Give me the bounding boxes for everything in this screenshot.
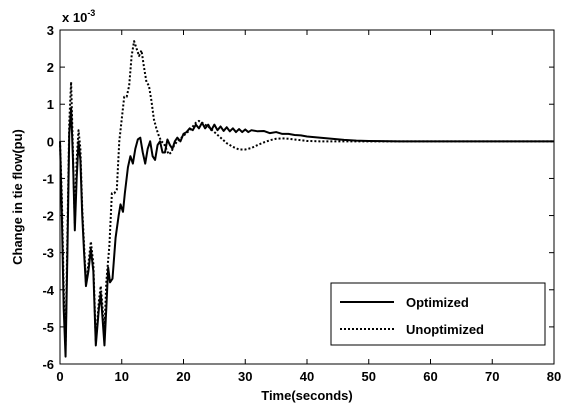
x-tick-label: 80	[547, 369, 561, 384]
axis-multiplier-exponent: -3	[87, 8, 95, 18]
legend-box	[330, 282, 546, 346]
x-tick-label: 10	[115, 369, 129, 384]
y-axis-ticks: -6 -5 -4 -3 -2 -1 0 1 2 3	[42, 23, 554, 372]
y-tick-label: 1	[47, 97, 54, 112]
x-axis-ticks: 0 10 20 30 40 50 60 70 80	[56, 30, 561, 384]
x-tick-label: 40	[300, 369, 314, 384]
y-axis-title: Change in tie flow(pu)	[10, 129, 25, 265]
axis-multiplier: x 10-3	[62, 8, 95, 25]
x-tick-label: 0	[56, 369, 63, 384]
legend: Optimized Unoptimized	[330, 282, 546, 346]
series-line-unoptimized	[59, 40, 554, 347]
x-tick-label: 60	[423, 369, 437, 384]
axis-multiplier-base: x 10	[62, 10, 87, 25]
series-group	[59, 40, 554, 358]
y-tick-label: -1	[42, 171, 54, 186]
y-tick-label: 0	[47, 134, 54, 149]
x-tick-label: 50	[362, 369, 376, 384]
x-axis-title: Time(seconds)	[261, 388, 353, 403]
legend-label-optimized: Optimized	[406, 295, 469, 310]
y-tick-label: -4	[42, 283, 54, 298]
legend-label-unoptimized: Unoptimized	[406, 322, 484, 337]
x-tick-label: 30	[238, 369, 252, 384]
series-line-optimized	[59, 106, 554, 358]
x-tick-label: 70	[485, 369, 499, 384]
y-tick-label: -6	[42, 357, 54, 372]
y-tick-label: -5	[42, 320, 54, 335]
y-tick-label: -3	[42, 246, 54, 261]
y-tick-label: 2	[47, 60, 54, 75]
y-tick-label: -2	[42, 209, 54, 224]
x-tick-label: 20	[176, 369, 190, 384]
y-tick-label: 3	[47, 23, 54, 38]
